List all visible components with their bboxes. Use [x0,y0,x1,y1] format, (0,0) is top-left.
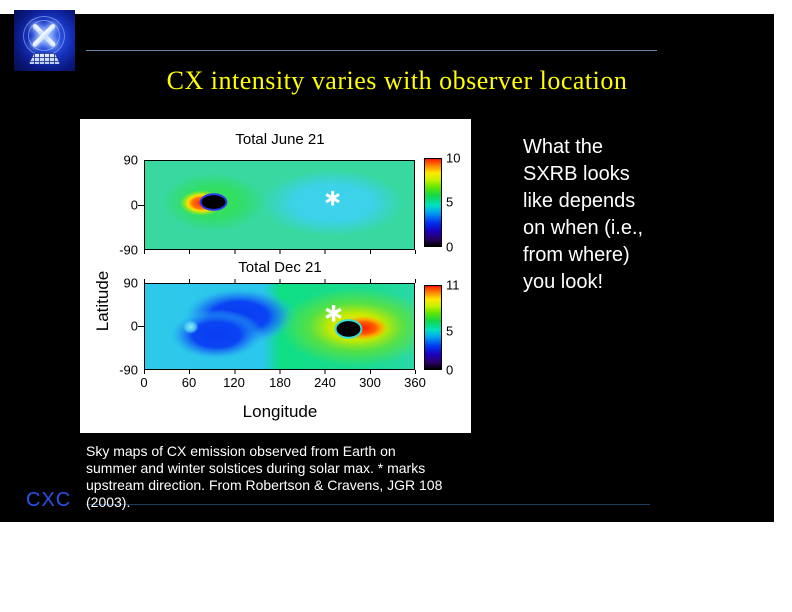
header-rule [86,50,657,51]
june-y-axis-tick [138,205,144,206]
dec-colorbar [424,285,442,370]
june-x-axis-ticks [144,250,416,254]
x-tick-label: 360 [404,375,426,390]
june-colorbar [424,158,442,247]
x-axis-label: Longitude [242,402,318,421]
side-note-line: on when (i.e., [523,217,644,239]
side-note-line: you look! [523,271,604,293]
upstream-asterisk-marker [325,305,342,322]
logo-ring-icon [28,20,60,51]
slide-title: CX intensity varies with observer locati… [166,66,628,95]
pale-cyan-spot [182,320,199,334]
logo-mirror-grid-icon [29,53,60,64]
y-tick-label: 90 [123,275,138,291]
dec-x-axis-ticks [144,370,416,374]
y-tick-label: 0 [130,197,138,213]
june-plot-title: Total June 21 [235,131,325,148]
footer-rule [86,504,650,505]
colorbar-tick-label: 10 [446,150,461,166]
side-note-line: SXRB looks [523,163,630,185]
colorbar-tick-label: 11 [446,277,460,293]
caption-line: (2003). [86,494,131,510]
y-tick-label: 90 [123,152,138,168]
dark-void-june [199,193,228,211]
june-heatmap [144,160,415,250]
x-tick-label: 120 [223,375,245,390]
caption-line: Sky maps of CX emission observed from Ea… [86,443,396,459]
y-tick-label: 0 [130,318,138,334]
figure-caption: Sky maps of CX emission observed from Ea… [86,443,442,511]
side-note-line: from where) [523,244,630,266]
side-note-line: like depends [523,190,636,212]
dec-heatmap-canvas [145,284,414,369]
dark-void-dec [334,319,363,339]
colorbar-tick-label: 5 [446,194,454,210]
figure-panel: Total June 21 [80,119,471,433]
dec-heatmap [144,283,415,370]
colorbar-tick-label: 0 [446,239,454,255]
side-note: What the SXRB looks like depends on when… [523,134,643,296]
caption-line: summer and winter solstices during solar… [86,460,426,476]
x-tick-label: 60 [181,375,197,390]
y-tick-label: -90 [119,362,138,378]
y-axis-label: Latitude [93,270,112,332]
dec-plot-title: Total Dec 21 [238,259,322,276]
x-tick-label: 0 [140,375,148,390]
x-tick-label: 240 [314,375,336,390]
y-tick-label: -90 [119,242,138,258]
colorbar-tick-label: 5 [446,323,454,339]
upstream-asterisk-marker [325,190,340,206]
colorbar-tick-label: 0 [446,362,454,378]
dec-x-axis-top-ticks [144,279,416,283]
x-tick-label: 180 [269,375,291,390]
chandra-observatory-logo-icon [14,10,75,71]
x-tick-label: 300 [359,375,381,390]
footer-logo-text: CXC [26,489,72,511]
slide-background: CX intensity varies with observer locati… [0,10,774,522]
caption-line: upstream direction. From Robertson & Cra… [86,477,443,493]
blue-minimum-region [168,309,265,361]
side-note-line: What the [523,136,604,158]
dec-y-axis-tick [138,326,144,327]
june-heatmap-canvas [145,161,414,249]
